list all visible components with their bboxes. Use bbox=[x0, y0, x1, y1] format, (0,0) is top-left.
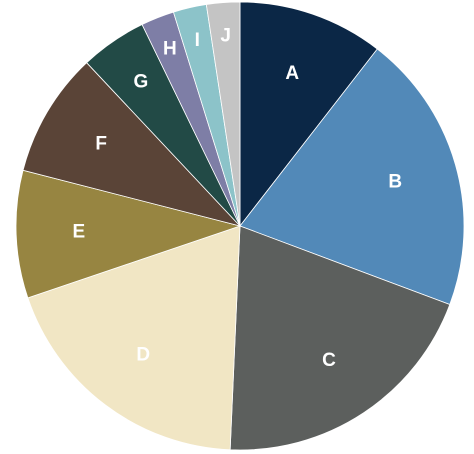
pie-slice-f bbox=[22, 62, 242, 227]
pie-slice-b bbox=[239, 48, 465, 306]
pie-label-b: B bbox=[388, 172, 402, 193]
pie-label-i: I bbox=[195, 30, 200, 51]
pie-slice-c bbox=[229, 225, 451, 451]
pie-slice-a bbox=[239, 1, 378, 228]
pie-label-j: J bbox=[220, 26, 231, 47]
pie-label-g: G bbox=[134, 72, 149, 93]
pie-slice-j bbox=[205, 1, 241, 227]
pie-labels: A B C D E F GH I J bbox=[72, 26, 402, 371]
pie-slice-d bbox=[27, 225, 241, 451]
pie-label-f: F bbox=[95, 133, 107, 154]
pie-label-a: A bbox=[285, 63, 299, 84]
pie-label-e: E bbox=[72, 222, 85, 243]
pie-slices bbox=[15, 1, 465, 451]
pie-label-c: C bbox=[322, 350, 336, 371]
pie-slice-e bbox=[15, 169, 242, 299]
pie-label-h: H bbox=[163, 39, 177, 60]
pie-label-d: D bbox=[136, 345, 150, 366]
